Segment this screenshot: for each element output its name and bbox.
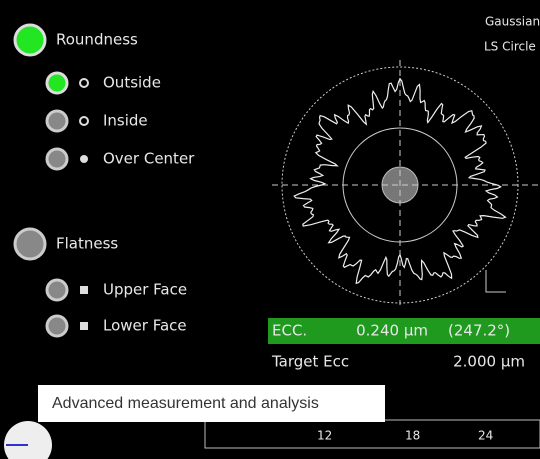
ecc-bar <box>268 318 540 344</box>
scale-bar <box>485 270 506 293</box>
filter-type: Gaussian: 50 <box>485 15 540 29</box>
radio-outside[interactable] <box>45 71 69 95</box>
caption: Advanced measurement and analysis <box>52 395 319 412</box>
target-label: Target Ecc <box>271 353 349 371</box>
icon <box>80 322 88 330</box>
radio-roundness[interactable] <box>13 23 47 57</box>
icon <box>80 155 88 163</box>
target-value: 2.000 µm <box>453 353 525 371</box>
radio-flatness[interactable] <box>13 227 47 261</box>
gauge <box>4 421 52 459</box>
scale-label: 24 <box>478 429 493 443</box>
ecc-angle: (247.2°) <box>448 322 510 340</box>
label: Outside <box>103 74 161 92</box>
ecc-value: 0.240 µm <box>356 322 428 340</box>
polar-plot <box>272 60 540 305</box>
radio-inside[interactable] <box>45 109 69 133</box>
radio-upper-face[interactable] <box>45 278 69 302</box>
label: Upper Face <box>103 281 187 299</box>
label: Inside <box>103 112 148 130</box>
scale-label: 18 <box>405 429 420 443</box>
filter-fit: LS Circle <box>484 40 536 54</box>
mode-panel: Roundness Outside Inside Over Center Fla… <box>13 23 195 338</box>
label: Lower Face <box>103 317 187 335</box>
icon <box>79 78 89 88</box>
profile <box>293 77 507 285</box>
scale-label: 12 <box>317 429 332 443</box>
label: Roundness <box>56 31 138 49</box>
caption-box <box>38 385 385 422</box>
radio-lower-face[interactable] <box>45 314 69 338</box>
ecc-label: ECC. <box>272 322 307 340</box>
icon <box>80 286 88 294</box>
label: Over Center <box>103 150 195 168</box>
label: Flatness <box>56 235 118 253</box>
radio-over-center[interactable] <box>45 147 69 171</box>
icon <box>79 116 89 126</box>
